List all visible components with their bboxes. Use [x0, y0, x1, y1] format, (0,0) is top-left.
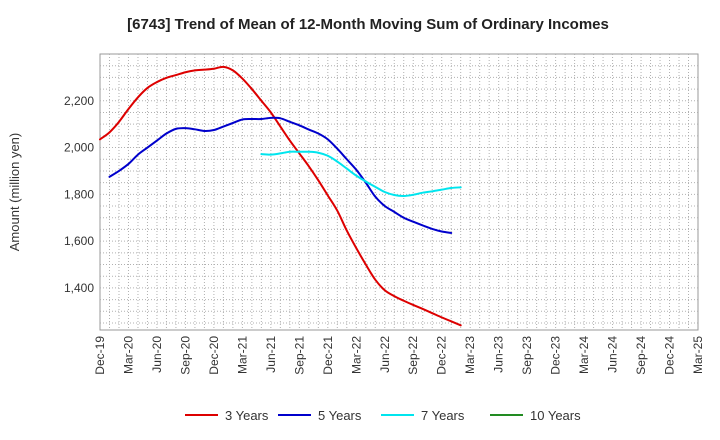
x-tick-label: Dec-21: [321, 336, 335, 375]
y-tick-label: 1,400: [64, 281, 94, 295]
x-tick-label: Mar-25: [691, 336, 705, 374]
y-tick-labels: 1,400 1,600 1,800 2,000 2,200: [64, 94, 94, 295]
x-tick-label: Jun-23: [492, 336, 506, 373]
x-tick-label: Dec-24: [663, 336, 677, 375]
series-line-5-years: [108, 116, 453, 234]
x-tick-label: Sep-24: [634, 336, 648, 375]
y-axis-label: Amount (million yen): [7, 133, 22, 252]
legend-label-5-years: 5 Years: [318, 408, 362, 423]
series-line-7-years: [260, 150, 462, 197]
x-tick-label: Sep-21: [292, 336, 306, 375]
x-tick-label: Dec-20: [207, 336, 221, 375]
x-tick-label: Mar-22: [349, 336, 363, 374]
x-tick-labels: Dec-19 Mar-20 Jun-20 Sep-20 Dec-20 Mar-21 Jun-…: [93, 336, 705, 375]
x-tick-label: Sep-22: [406, 336, 420, 375]
x-tick-label: Dec-19: [93, 336, 107, 375]
x-tick-label: Sep-23: [520, 336, 534, 375]
x-tick-label: Sep-20: [178, 336, 192, 375]
y-tick-label: 1,600: [64, 234, 94, 248]
chart-title: [6743] Trend of Mean of 12-Month Moving …: [127, 16, 609, 33]
x-tick-label: Mar-23: [463, 336, 477, 374]
y-tick-label: 2,000: [64, 141, 94, 155]
series-lines: [99, 65, 462, 327]
x-tick-label: Mar-21: [235, 336, 249, 374]
legend-label-10-years: 10 Years: [530, 408, 581, 423]
y-tick-label: 2,200: [64, 94, 94, 108]
series-line-3-years: [99, 65, 462, 327]
plot-area: [99, 53, 699, 331]
x-tick-label: Jun-21: [264, 336, 278, 373]
x-tick-label: Dec-23: [549, 336, 563, 375]
x-tick-label: Mar-20: [121, 336, 135, 374]
x-tick-label: Jun-24: [606, 336, 620, 373]
legend: 3 Years 5 Years 7 Years 10 Years: [185, 408, 581, 423]
x-tick-label: Jun-22: [378, 336, 392, 373]
grid: [100, 54, 698, 330]
y-tick-label: 1,800: [64, 187, 94, 201]
x-tick-label: Dec-22: [435, 336, 449, 375]
legend-label-3-years: 3 Years: [225, 408, 269, 423]
legend-label-7-years: 7 Years: [421, 408, 465, 423]
x-tick-label: Mar-24: [577, 336, 591, 374]
x-tick-label: Jun-20: [150, 336, 164, 373]
